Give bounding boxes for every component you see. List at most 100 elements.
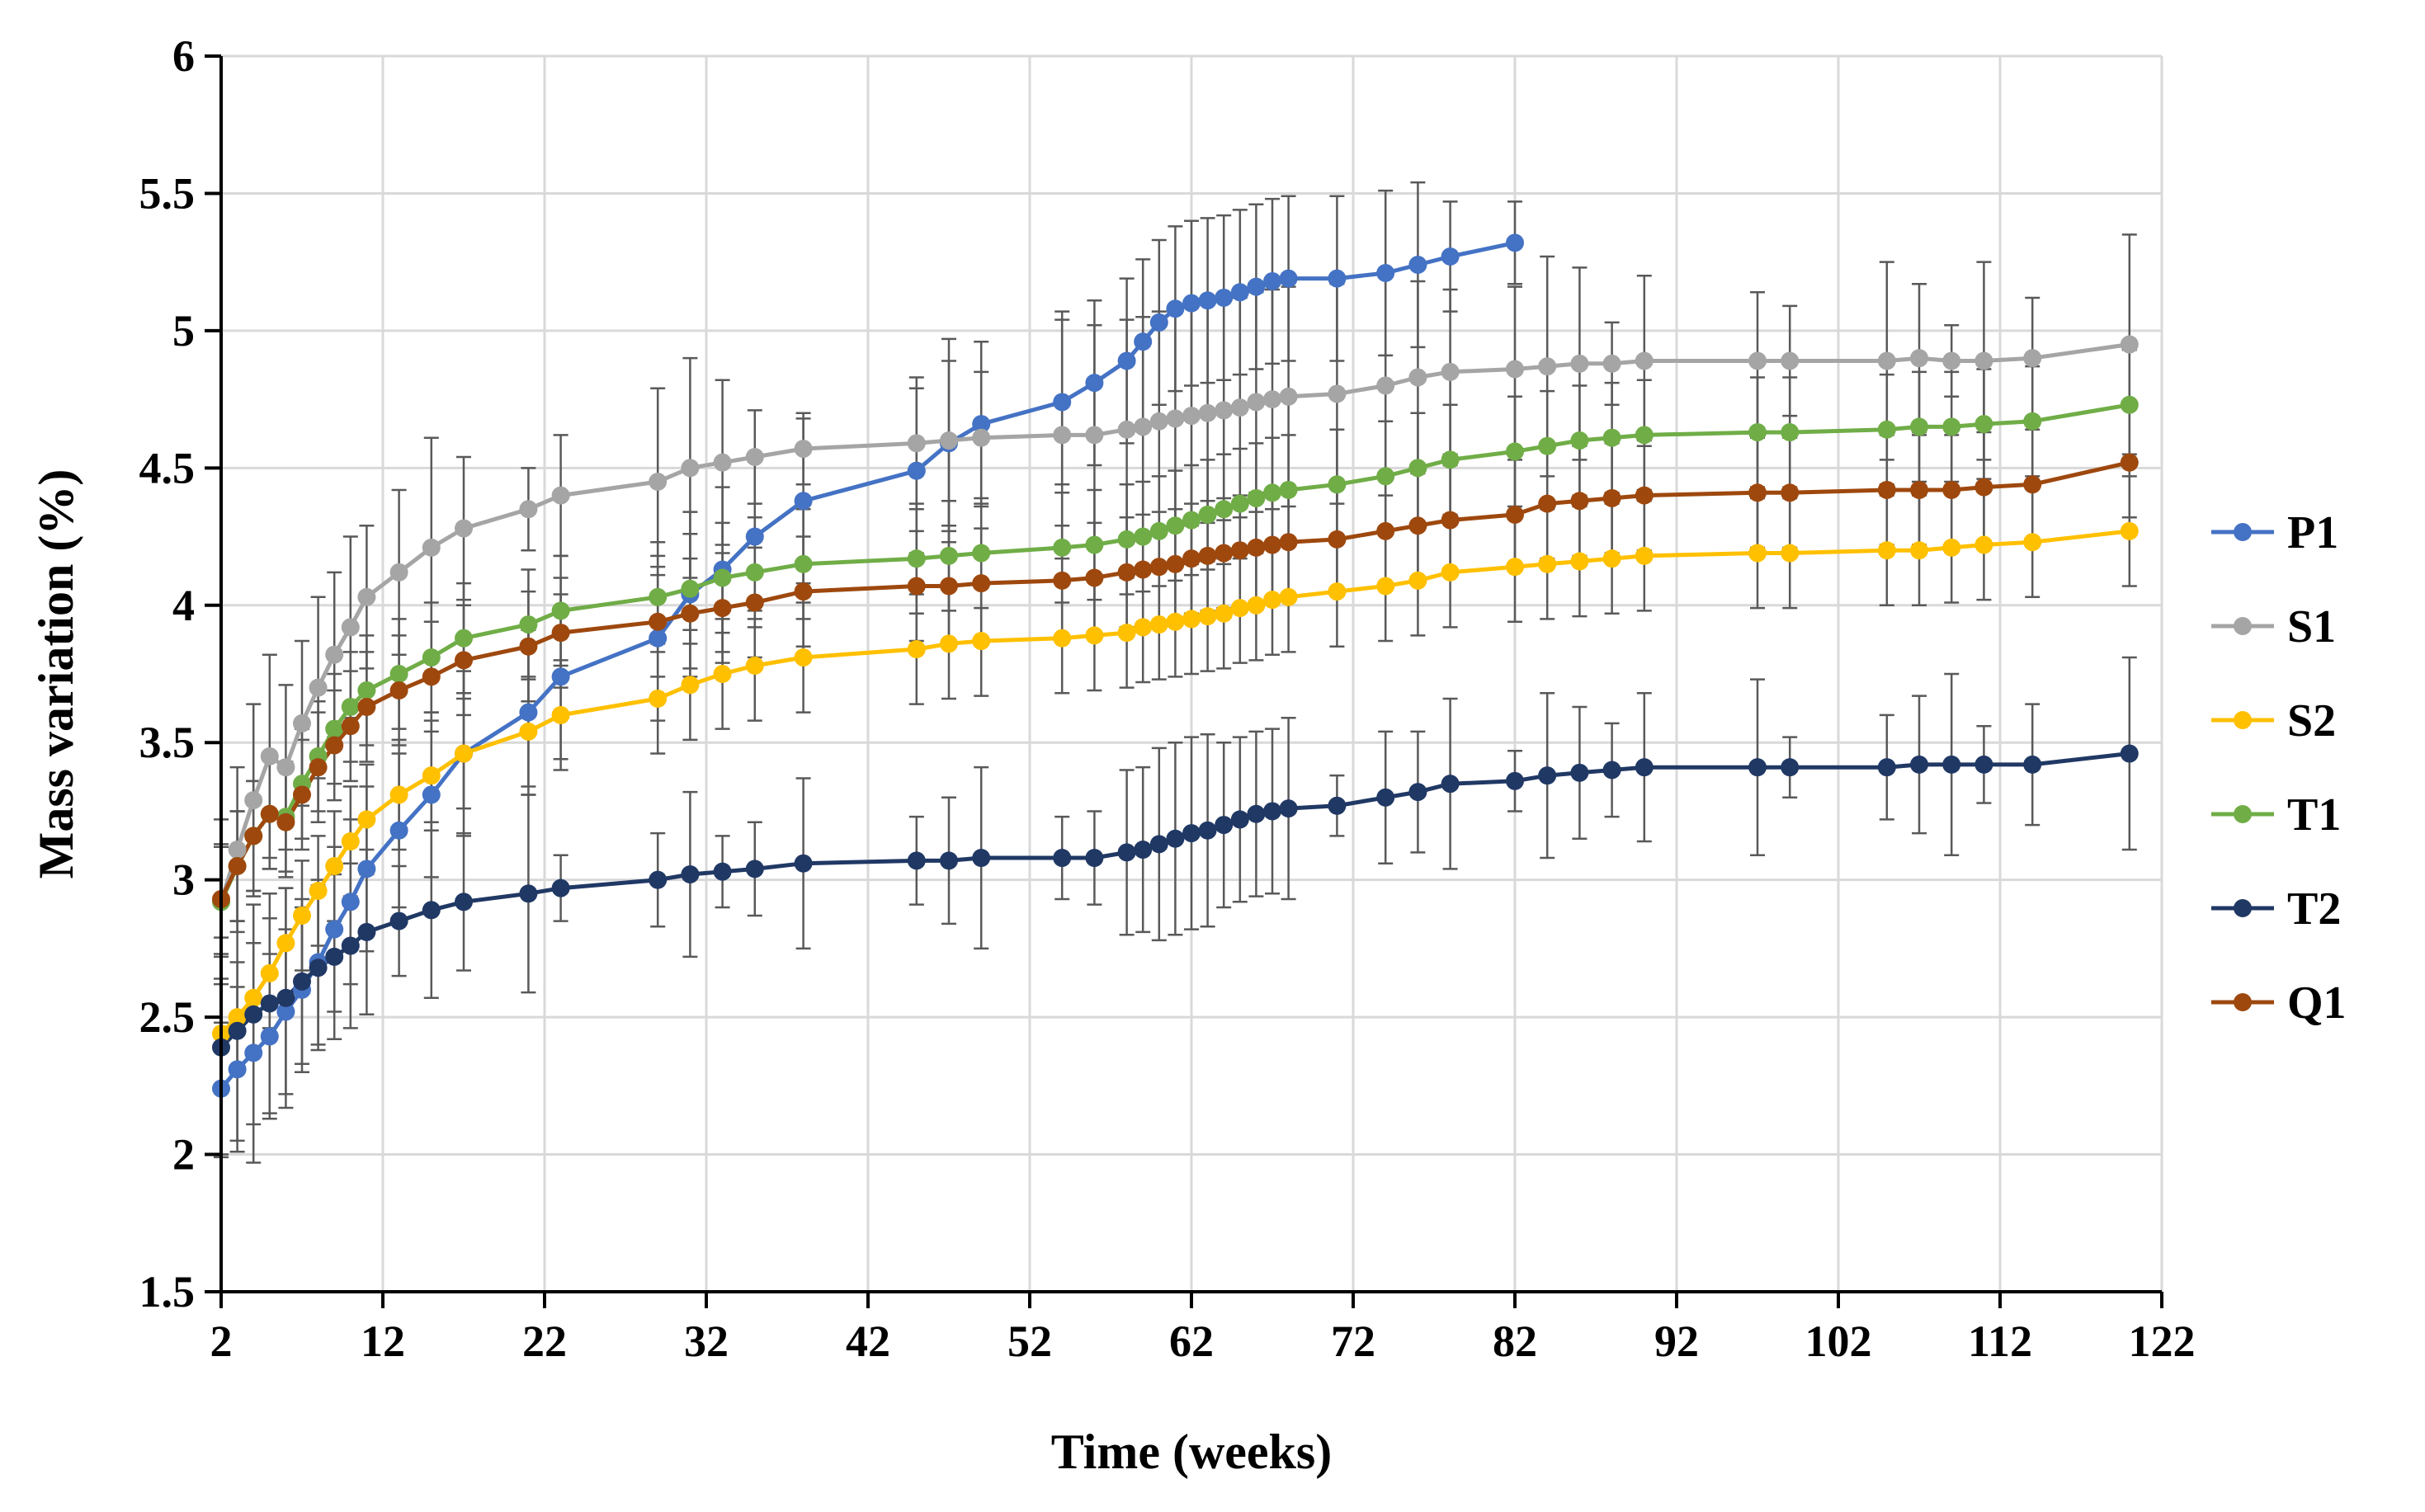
data-point-t2	[972, 849, 991, 868]
data-point-t1	[1230, 494, 1249, 513]
data-point-s1	[1376, 376, 1395, 395]
data-point-s2	[2023, 533, 2042, 552]
data-point-s1	[1230, 398, 1249, 417]
x-axis-title: Time (weeks)	[1051, 1425, 1333, 1479]
data-point-t2	[276, 988, 295, 1007]
data-point-t2	[357, 922, 376, 941]
data-point-t2	[260, 994, 279, 1013]
data-point-t1	[455, 629, 473, 648]
data-point-t2	[794, 854, 813, 873]
data-point-s1	[309, 678, 328, 697]
data-point-s2	[389, 785, 408, 804]
data-point-t1	[1910, 417, 1928, 436]
data-point-q1	[1506, 505, 1524, 524]
data-point-s1	[1198, 403, 1217, 422]
data-point-q1	[2120, 453, 2139, 472]
data-point-p1	[260, 1027, 279, 1046]
data-point-s2	[357, 810, 376, 829]
legend-label-s1: S1	[2287, 601, 2336, 652]
data-point-p1	[1506, 233, 1524, 252]
legend-entry-p1: P1	[2211, 507, 2338, 558]
x-tick-label: 82	[1493, 1317, 1537, 1366]
data-point-p1	[551, 667, 570, 686]
data-point-p1	[519, 703, 538, 722]
data-point-p1	[1166, 299, 1185, 318]
data-point-s2	[1215, 604, 1234, 623]
data-point-t2	[713, 862, 732, 881]
x-tick-label: 92	[1654, 1317, 1699, 1366]
data-point-q1	[309, 758, 328, 777]
data-point-t1	[1781, 423, 1800, 442]
legend-swatch-marker	[2234, 899, 2252, 917]
data-point-t1	[422, 648, 441, 667]
data-point-s1	[1215, 401, 1234, 420]
data-point-t1	[972, 544, 991, 563]
data-point-t1	[1506, 442, 1524, 461]
data-point-s1	[1781, 351, 1800, 370]
data-point-t2	[2120, 744, 2139, 763]
data-point-s2	[1053, 629, 1072, 648]
data-point-p1	[228, 1060, 247, 1079]
data-point-p1	[389, 821, 408, 840]
data-point-s2	[1247, 596, 1266, 615]
data-point-s2	[1085, 626, 1104, 645]
data-point-s2	[455, 744, 473, 763]
data-point-q1	[1247, 538, 1266, 557]
data-point-q1	[244, 827, 263, 845]
data-point-q1	[1942, 480, 1961, 499]
data-point-t2	[341, 936, 360, 955]
data-point-s2	[1198, 607, 1217, 626]
data-point-s1	[1328, 384, 1347, 403]
x-tick-label: 12	[361, 1317, 405, 1366]
data-point-q1	[1215, 544, 1234, 563]
data-point-p1	[1134, 332, 1153, 351]
data-point-s2	[972, 632, 991, 651]
data-point-t1	[907, 549, 926, 568]
x-tick-label: 2	[210, 1317, 233, 1366]
data-point-t2	[1134, 841, 1153, 860]
data-point-t2	[1910, 755, 1928, 774]
data-point-t2	[519, 884, 538, 903]
data-point-s1	[1134, 417, 1153, 436]
data-point-t2	[745, 860, 764, 878]
data-point-s2	[745, 657, 764, 676]
y-tick-label: 5.5	[139, 168, 196, 218]
data-point-t1	[940, 546, 958, 565]
data-point-t1	[2023, 412, 2042, 431]
data-point-s1	[276, 758, 295, 777]
data-point-t2	[907, 851, 926, 870]
data-point-s2	[1974, 535, 1993, 554]
data-point-t2	[2023, 755, 2042, 774]
data-point-s1	[1538, 357, 1557, 376]
data-point-s1	[745, 448, 764, 467]
data-point-t1	[1635, 426, 1654, 445]
data-point-t1	[1441, 450, 1460, 469]
data-point-t2	[681, 865, 700, 884]
y-tick-label: 5	[172, 306, 195, 356]
data-point-q1	[228, 857, 247, 876]
data-point-q1	[551, 624, 570, 643]
data-point-t2	[1748, 758, 1767, 777]
data-point-t2	[1182, 824, 1201, 843]
data-point-s1	[1974, 351, 1993, 370]
x-tick-label: 102	[1805, 1317, 1872, 1366]
data-point-s2	[1149, 615, 1168, 634]
data-point-t2	[1117, 843, 1136, 862]
data-point-s2	[681, 676, 700, 695]
data-point-s2	[1263, 591, 1281, 610]
data-point-s1	[1263, 390, 1281, 409]
data-point-p1	[1328, 269, 1347, 288]
data-point-s1	[1877, 351, 1896, 370]
data-point-s2	[1942, 538, 1961, 557]
data-point-t1	[1149, 521, 1168, 540]
data-point-s2	[1134, 618, 1153, 637]
data-point-p1	[649, 629, 668, 648]
data-point-p1	[1182, 294, 1201, 313]
data-point-q1	[1230, 541, 1249, 560]
legend-swatch-marker	[2234, 523, 2252, 541]
data-point-s1	[1748, 351, 1767, 370]
data-point-p1	[276, 1002, 295, 1021]
data-point-s2	[325, 857, 344, 876]
data-point-t1	[649, 587, 668, 606]
